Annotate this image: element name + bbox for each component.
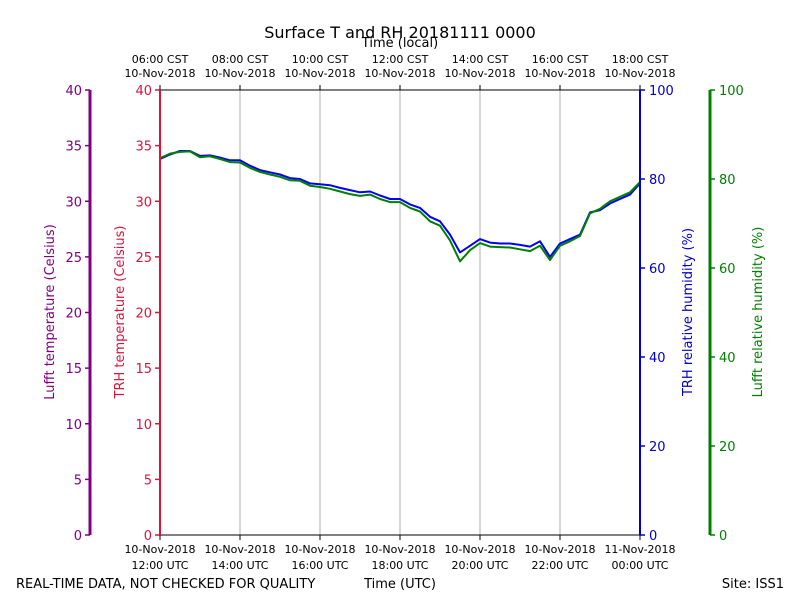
x-tick-date-label: 10-Nov-2018 [124,543,195,556]
x-tick-time-label: 14:00 UTC [211,559,268,572]
top-tick-time-label: 10:00 CST [292,53,349,66]
site-label: Site: ISS1 [722,577,784,592]
top-tick-date-label: 10-Nov-2018 [124,67,195,80]
top-tick-date-label: 10-Nov-2018 [284,67,355,80]
chart-title: Surface T and RH 20181111 0000 [264,23,536,42]
top-tick-time-label: 08:00 CST [212,53,269,66]
y-tick-label: 20 [719,440,736,455]
y-tick-label: 5 [144,473,152,488]
y-tick-label: 10 [135,418,152,433]
x-tick-time-label: 22:00 UTC [531,559,588,572]
top-tick-date-label: 10-Nov-2018 [444,67,515,80]
y-tick-label: 100 [719,84,744,99]
y-tick-label: 60 [719,262,736,277]
y-tick-label: 30 [135,195,152,210]
top-tick-date-label: 10-Nov-2018 [204,67,275,80]
y-tick-label: 35 [135,140,152,155]
top-tick-time-label: 18:00 CST [612,53,669,66]
x-tick-date-label: 10-Nov-2018 [204,543,275,556]
top-tick-date-label: 10-Nov-2018 [524,67,595,80]
top-tick-time-label: 14:00 CST [452,53,509,66]
y-tick-label: 80 [719,173,736,188]
y-tick-label: 15 [135,362,152,377]
bottom-axis-label: Time (UTC) [363,577,436,592]
x-tick-date-label: 10-Nov-2018 [364,543,435,556]
quality-disclaimer: REAL-TIME DATA, NOT CHECKED FOR QUALITY [16,577,315,592]
y-tick-label: 30 [65,195,82,210]
top-tick-date-label: 10-Nov-2018 [364,67,435,80]
y-tick-label: 5 [74,473,82,488]
trh-humidity-series-line [159,150,641,258]
top-tick-time-label: 12:00 CST [372,53,429,66]
y-tick-label: 0 [649,529,657,544]
lufft-temperature-axis-label: Lufft temperature (Celsius) [43,224,58,400]
x-tick-date-label: 10-Nov-2018 [444,543,515,556]
y-tick-label: 80 [649,173,666,188]
y-tick-label: 40 [649,351,666,366]
lufft-humidity-series-line [159,150,641,263]
x-tick-date-label: 11-Nov-2018 [604,543,675,556]
top-tick-time-label: 06:00 CST [132,53,189,66]
y-tick-label: 40 [719,351,736,366]
series-layer [159,150,641,263]
x-tick-time-label: 12:00 UTC [131,559,188,572]
vertical-gridlines [239,90,561,535]
x-tick-time-label: 20:00 UTC [451,559,508,572]
x-tick-time-label: 00:00 UTC [611,559,668,572]
x-tick-date-label: 10-Nov-2018 [284,543,355,556]
y-axis-ticks: 0 5 10 15 20 25 30 35 40 0 5 10 15 20 25 30 35 40 0 20 40 60 8… [65,84,743,544]
y-tick-label: 15 [65,362,82,377]
y-tick-label: 0 [144,529,152,544]
y-tick-label: 100 [649,84,674,99]
y-tick-label: 20 [65,307,82,322]
x-tick-time-label: 18:00 UTC [371,559,428,572]
y-tick-label: 10 [65,418,82,433]
y-tick-label: 40 [135,84,152,99]
y-tick-label: 40 [65,84,82,99]
y-tick-label: 35 [65,140,82,155]
y-tick-label: 25 [135,251,152,266]
top-axis-label: Time (local) [361,36,438,51]
x-axis-ticks: 10-Nov-2018 12:00 UTC 10-Nov-2018 14:00 UTC… [124,53,675,572]
y-tick-label: 20 [135,307,152,322]
y-tick-label: 25 [65,251,82,266]
y-tick-label: 0 [74,529,82,544]
top-tick-date-label: 10-Nov-2018 [604,67,675,80]
y-tick-label: 20 [649,440,666,455]
top-tick-time-label: 16:00 CST [532,53,589,66]
trh-humidity-axis-label: TRH relative humidity (%) [681,228,696,397]
x-tick-time-label: 16:00 UTC [291,559,348,572]
trh-temperature-axis-label: TRH temperature (Celsius) [113,226,128,400]
x-tick-date-label: 10-Nov-2018 [524,543,595,556]
y-tick-label: 0 [719,529,727,544]
lufft-humidity-axis-label: Lufft relative humidity (%) [751,227,766,398]
y-tick-label: 60 [649,262,666,277]
